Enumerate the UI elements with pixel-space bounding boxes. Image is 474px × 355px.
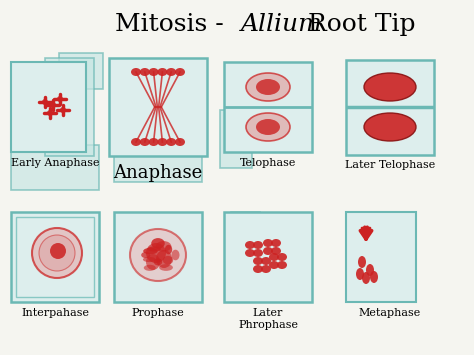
Ellipse shape bbox=[47, 110, 53, 116]
Bar bbox=[224, 62, 312, 152]
Ellipse shape bbox=[163, 256, 173, 264]
Ellipse shape bbox=[42, 99, 48, 105]
Bar bbox=[59, 53, 103, 89]
Ellipse shape bbox=[50, 102, 56, 108]
Ellipse shape bbox=[246, 73, 290, 101]
Ellipse shape bbox=[156, 241, 171, 252]
Ellipse shape bbox=[263, 247, 273, 255]
Ellipse shape bbox=[246, 113, 290, 141]
Bar bbox=[114, 152, 202, 182]
Ellipse shape bbox=[50, 243, 66, 259]
Ellipse shape bbox=[154, 258, 162, 266]
Ellipse shape bbox=[253, 265, 263, 273]
Ellipse shape bbox=[271, 247, 281, 255]
Bar bbox=[346, 212, 416, 302]
Ellipse shape bbox=[166, 68, 176, 76]
Ellipse shape bbox=[356, 268, 364, 280]
Ellipse shape bbox=[245, 249, 255, 257]
Bar bbox=[224, 212, 312, 302]
Ellipse shape bbox=[146, 243, 166, 263]
Ellipse shape bbox=[253, 249, 263, 257]
Text: Interpahase: Interpahase bbox=[21, 308, 89, 318]
Ellipse shape bbox=[269, 261, 279, 269]
Bar bbox=[109, 58, 207, 156]
Bar bbox=[11, 62, 86, 152]
Ellipse shape bbox=[157, 138, 167, 146]
Ellipse shape bbox=[131, 68, 141, 76]
Ellipse shape bbox=[277, 261, 287, 269]
Bar bbox=[114, 212, 202, 302]
Ellipse shape bbox=[263, 239, 273, 247]
Ellipse shape bbox=[364, 113, 416, 141]
Ellipse shape bbox=[130, 229, 186, 281]
Ellipse shape bbox=[151, 238, 165, 249]
Ellipse shape bbox=[269, 253, 279, 261]
Ellipse shape bbox=[149, 68, 159, 76]
Bar bbox=[11, 144, 99, 190]
Ellipse shape bbox=[175, 138, 185, 146]
Ellipse shape bbox=[175, 68, 185, 76]
Ellipse shape bbox=[144, 265, 156, 271]
Bar bbox=[220, 110, 252, 168]
Text: Later
Phrophase: Later Phrophase bbox=[238, 308, 298, 329]
Ellipse shape bbox=[261, 265, 271, 273]
Ellipse shape bbox=[157, 68, 167, 76]
Ellipse shape bbox=[146, 254, 160, 270]
Ellipse shape bbox=[366, 264, 374, 276]
Bar bbox=[11, 212, 99, 302]
Text: Prophase: Prophase bbox=[132, 308, 184, 318]
Ellipse shape bbox=[147, 246, 161, 252]
Ellipse shape bbox=[364, 73, 416, 101]
Ellipse shape bbox=[57, 96, 63, 102]
Ellipse shape bbox=[39, 235, 75, 271]
Ellipse shape bbox=[149, 138, 159, 146]
Ellipse shape bbox=[140, 68, 150, 76]
Ellipse shape bbox=[277, 253, 287, 261]
Text: Root Tip: Root Tip bbox=[300, 13, 416, 36]
Text: Telophase: Telophase bbox=[240, 158, 296, 168]
Bar bbox=[46, 58, 94, 156]
Text: Later Telophase: Later Telophase bbox=[345, 160, 435, 170]
Ellipse shape bbox=[141, 252, 150, 258]
Ellipse shape bbox=[143, 257, 156, 262]
Ellipse shape bbox=[256, 119, 280, 135]
Ellipse shape bbox=[245, 241, 255, 249]
Ellipse shape bbox=[362, 272, 370, 284]
Ellipse shape bbox=[60, 107, 66, 113]
Ellipse shape bbox=[156, 250, 172, 268]
Text: Early Anaphase: Early Anaphase bbox=[11, 158, 99, 168]
Ellipse shape bbox=[172, 250, 180, 260]
Ellipse shape bbox=[143, 248, 158, 254]
Ellipse shape bbox=[166, 138, 176, 146]
Text: Metaphase: Metaphase bbox=[359, 308, 421, 318]
Ellipse shape bbox=[256, 79, 280, 95]
Ellipse shape bbox=[253, 241, 263, 249]
Ellipse shape bbox=[159, 264, 173, 271]
Ellipse shape bbox=[131, 138, 141, 146]
Ellipse shape bbox=[358, 256, 366, 268]
Text: Mitosis -: Mitosis - bbox=[115, 13, 232, 36]
Bar bbox=[346, 60, 434, 154]
Ellipse shape bbox=[253, 257, 263, 265]
Bar bbox=[231, 212, 261, 302]
Ellipse shape bbox=[32, 228, 82, 278]
Text: Allium: Allium bbox=[241, 13, 323, 36]
Ellipse shape bbox=[140, 138, 150, 146]
Ellipse shape bbox=[370, 271, 378, 283]
Ellipse shape bbox=[271, 239, 281, 247]
Text: Anaphase: Anaphase bbox=[113, 164, 202, 182]
Bar bbox=[16, 217, 94, 297]
Ellipse shape bbox=[261, 257, 271, 265]
Ellipse shape bbox=[165, 245, 172, 254]
